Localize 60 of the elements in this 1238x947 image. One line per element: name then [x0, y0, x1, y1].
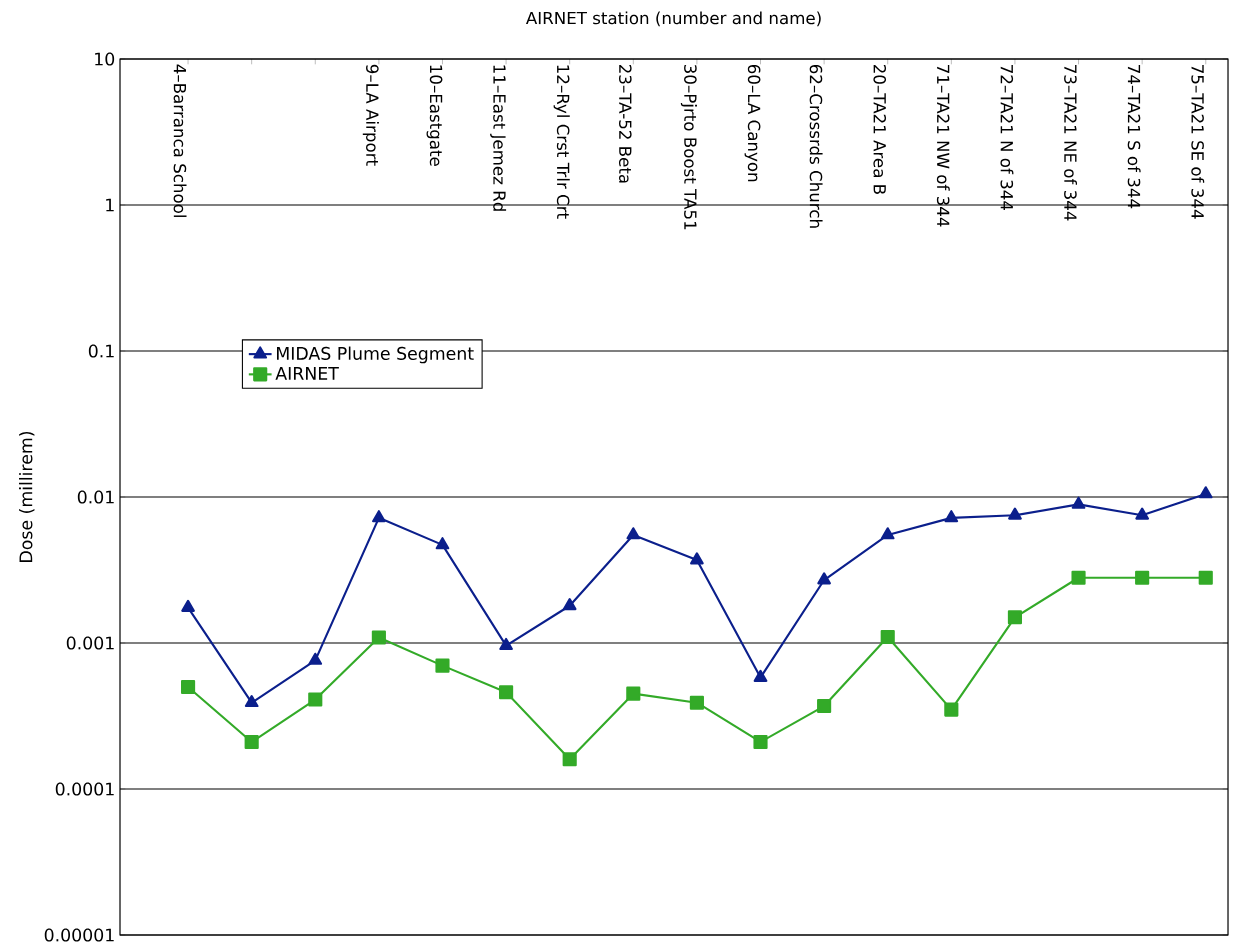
x-tick-label: 75–TA21 SE of 344: [1191, 65, 1205, 219]
point: [244, 734, 259, 750]
point: [180, 679, 196, 695]
x-tick-label: 11–East Jemez Rd: [490, 65, 507, 211]
point: [880, 629, 895, 645]
x-tick-label: 74–TA21 S of 344: [1127, 65, 1141, 209]
point: [562, 598, 577, 611]
point: [499, 637, 513, 650]
point: [308, 652, 323, 665]
point: [435, 537, 450, 550]
y-tick-label: 1: [106, 198, 114, 212]
x-tick-label: 72–TA21 N of 344: [1000, 65, 1014, 211]
point: [1007, 610, 1022, 625]
point: [1071, 570, 1086, 585]
y-axis-title: Dose (millirem): [19, 431, 35, 562]
x-tick-label: 20–TA21 Area B: [873, 64, 887, 194]
point: [817, 572, 831, 585]
y-tick-label: 10: [95, 52, 115, 66]
x-tick-label: 30–Pjrto Boost TA51: [680, 65, 697, 230]
point: [753, 734, 768, 750]
point: [1135, 507, 1149, 520]
x-tick-label: 62–Crossrds Church: [809, 64, 823, 228]
point: [308, 692, 323, 707]
point: [435, 658, 450, 673]
point: [817, 698, 832, 714]
point: [372, 510, 386, 523]
x-tick-label: 73–TA21 NE of 344: [1064, 65, 1077, 221]
x-tick-label: 60–LA Canyon: [744, 64, 761, 182]
point: [562, 752, 577, 767]
point: [1198, 486, 1213, 499]
y-tick-label: 0.1: [88, 344, 114, 358]
x-tick-label: 71–TA21 NW of 344: [936, 65, 950, 227]
x-tick-label: 23–TA-52 Beta: [619, 64, 632, 183]
point: [181, 599, 195, 612]
x-tick-label: 10–Eastgate: [426, 65, 443, 166]
point: [626, 686, 641, 701]
point: [499, 685, 514, 700]
point: [944, 702, 959, 717]
y-tick-label: 0.00001: [44, 928, 114, 942]
point: [626, 527, 641, 540]
point: [689, 695, 704, 710]
legend-label: MIDAS Plume Segment: [277, 346, 474, 364]
point: [880, 527, 895, 540]
y-tick-label: 0.01: [77, 490, 114, 504]
point: [944, 510, 959, 523]
point: [1135, 570, 1150, 585]
point: [690, 552, 704, 565]
point: [753, 669, 768, 682]
x-tick-label: 4–Barranca School: [173, 64, 187, 217]
x-tick-label: 12–Ryl Crst Trlr Crt: [553, 65, 570, 219]
point: [1071, 496, 1086, 509]
y-tick-label: 0.001: [66, 636, 114, 650]
point: [1008, 507, 1022, 520]
point: [1198, 570, 1213, 585]
point: [371, 630, 386, 645]
y-tick-label: 0.0001: [55, 782, 114, 796]
legend-label: AIRNET: [275, 367, 339, 380]
x-tick-label: 9–LA Airport: [362, 64, 379, 166]
x-axis-title: AIRNET station (number and name): [525, 11, 821, 27]
point: [244, 694, 259, 708]
